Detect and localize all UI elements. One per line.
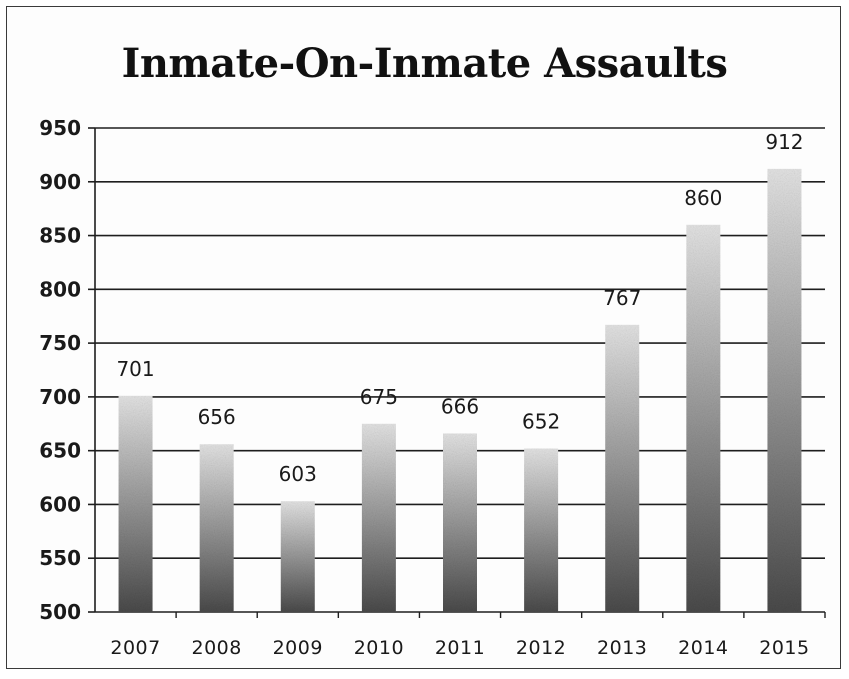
x-tick-label: 2015 (759, 637, 809, 659)
y-tick-label: 950 (39, 116, 81, 140)
y-tick-label: 700 (39, 385, 81, 409)
data-label: 912 (765, 130, 803, 154)
y-tick-label: 650 (39, 439, 81, 463)
y-tick-label: 750 (39, 331, 81, 355)
bar-2014 (686, 224, 721, 613)
bar-2012 (524, 448, 559, 612)
chart-title: Inmate-On-Inmate Assaults (121, 40, 728, 87)
y-tick-label: 600 (39, 492, 81, 516)
y-tick-label: 550 (39, 546, 81, 570)
labels: 500 550 600 650 700 750 800 850 900 950 2007 701 200… (39, 116, 809, 659)
y-tick-label: 900 (39, 170, 81, 194)
y-tick-label: 500 (39, 600, 81, 624)
data-label: 603 (279, 462, 317, 486)
x-tick-label: 2011 (435, 637, 485, 659)
bar-2013 (605, 324, 640, 612)
x-tick-label: 2009 (273, 637, 323, 659)
data-label: 666 (441, 394, 479, 418)
x-tick-label: 2010 (354, 637, 404, 659)
data-label: 767 (603, 286, 641, 310)
data-label: 701 (116, 357, 154, 381)
y-tick-label: 850 (39, 224, 81, 248)
bar-2009 (280, 501, 315, 612)
bar-2010 (361, 423, 396, 612)
x-tick-label: 2012 (516, 637, 566, 659)
bars (118, 168, 802, 613)
x-tick-label: 2013 (597, 637, 647, 659)
y-tick-label: 800 (39, 277, 81, 301)
x-tick-label: 2008 (191, 637, 241, 659)
bar-2011 (443, 433, 477, 612)
x-tick-label: 2014 (678, 637, 728, 659)
data-label: 656 (198, 405, 236, 429)
bar-2007 (118, 395, 153, 612)
data-label: 652 (522, 410, 560, 434)
data-label: 675 (360, 385, 398, 409)
bar-2015 (767, 168, 802, 613)
x-tick-label: 2007 (110, 637, 160, 659)
bar-2008 (199, 444, 234, 612)
data-label: 860 (684, 186, 722, 210)
